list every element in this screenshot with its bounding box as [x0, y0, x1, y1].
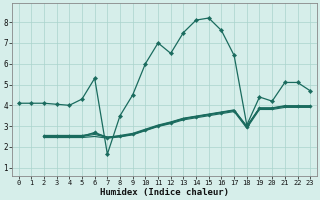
X-axis label: Humidex (Indice chaleur): Humidex (Indice chaleur)	[100, 188, 229, 197]
